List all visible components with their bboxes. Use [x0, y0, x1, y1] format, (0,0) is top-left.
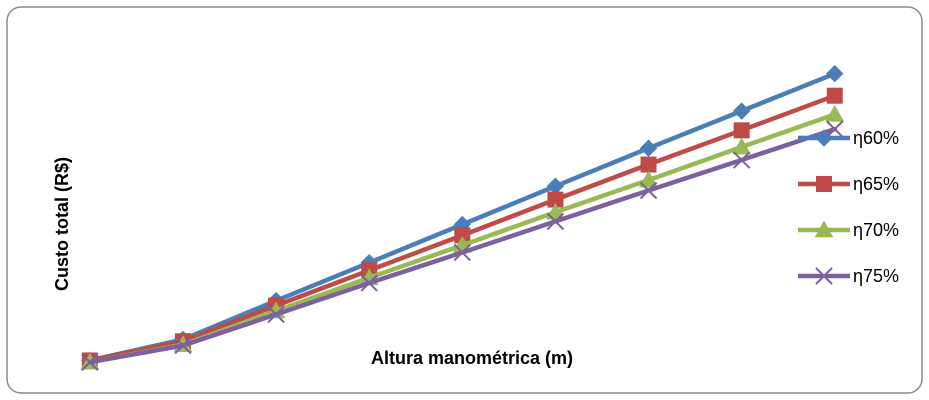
legend-item: η75% — [798, 266, 899, 286]
series-4-point — [546, 212, 565, 231]
legend-label: η70% — [853, 220, 899, 240]
legend-label: η75% — [853, 266, 899, 286]
chart-frame: η60% η65% η70% η75% Altura manométrica (m) … — [6, 6, 923, 394]
series-4-point — [267, 305, 285, 324]
series-3-point — [732, 137, 751, 155]
series-4-point — [732, 151, 751, 169]
legend-swatch-marker — [816, 176, 832, 192]
legend-swatch-marker — [815, 129, 833, 147]
series-2-point — [826, 87, 843, 104]
series-2-point — [733, 122, 750, 139]
series-4-point — [174, 336, 192, 355]
series-1-point — [826, 64, 844, 83]
legend-item: η70% — [798, 220, 899, 240]
series-4-point — [453, 243, 472, 262]
series-2-group — [81, 87, 843, 369]
series-4-point — [360, 274, 378, 292]
legend-item: η60% — [798, 128, 899, 148]
series-layer — [80, 64, 845, 371]
series-4-point — [639, 181, 658, 200]
chart-border — [6, 6, 923, 394]
legend-swatch-marker — [814, 220, 834, 238]
series-3-point — [825, 104, 845, 122]
legend-label: η65% — [853, 174, 899, 194]
series-2-point — [640, 156, 657, 173]
series-4-group — [81, 120, 844, 371]
legend-swatch-marker — [815, 267, 833, 285]
line-chart: η60%η65%η70%η75% Altura manométrica (m) … — [6, 6, 923, 394]
legend-item: η65% — [798, 174, 899, 194]
series-3-point — [639, 170, 658, 188]
legend-label: η60% — [853, 128, 899, 148]
x-axis-label: Altura manométrica (m) — [371, 348, 573, 368]
series-4-point — [826, 120, 844, 138]
legend: η60% η65% η70% η75% — [798, 128, 899, 286]
y-axis-label: Custo total (R$) — [52, 157, 72, 291]
series-1-point — [639, 139, 658, 157]
series-4-point — [81, 353, 99, 371]
series-1-point — [732, 102, 751, 120]
